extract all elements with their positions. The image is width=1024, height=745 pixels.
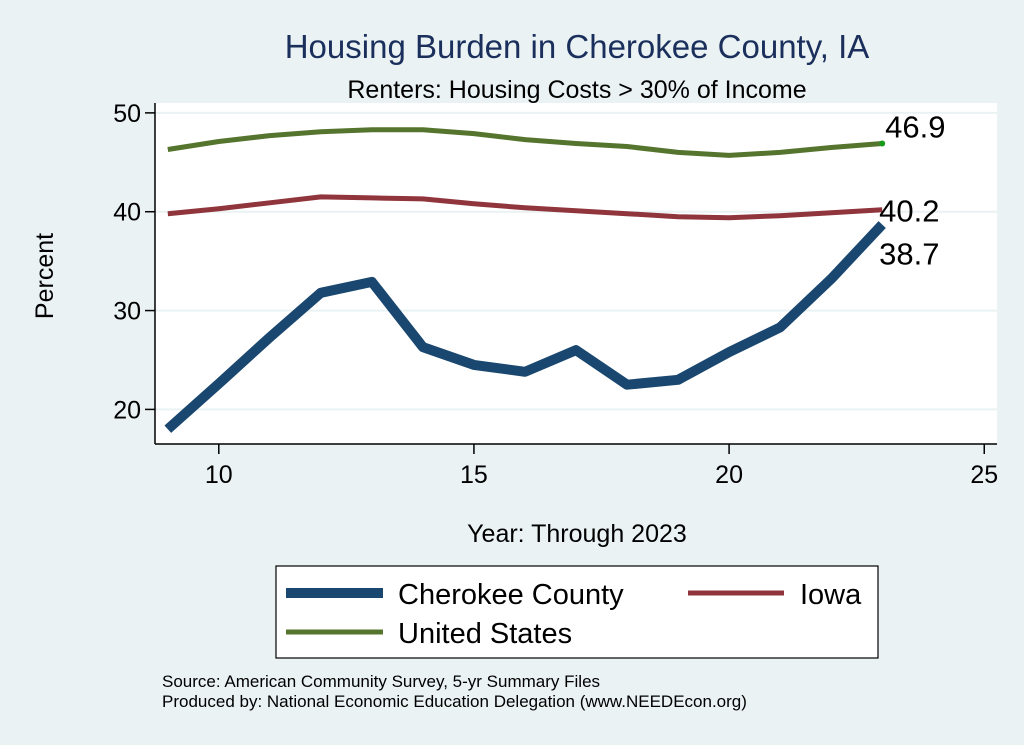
end-label-iowa: 40.2 (879, 194, 939, 229)
y-tick-label-40: 40 (113, 199, 141, 227)
chart-subtitle: Renters: Housing Costs > 30% of Income (347, 76, 806, 104)
end-label-united-states: 46.9 (885, 110, 945, 145)
y-axis-title: Percent (31, 233, 59, 319)
y-tick-label-30: 30 (113, 298, 141, 326)
legend-label-iowa: Iowa (800, 579, 862, 611)
x-tick-label-25: 25 (970, 461, 998, 489)
y-tick-label-20: 20 (113, 396, 141, 424)
series-line-cherokee-county (164, 221, 886, 433)
y-tick-label-50: 50 (113, 100, 141, 128)
series-line-united-states (167, 127, 883, 158)
plot-area (155, 103, 997, 444)
legend: Cherokee County Iowa United States (275, 565, 879, 659)
producer-line: Produced by: National Economic Education… (162, 692, 747, 711)
source-line: Source: American Community Survey, 5-yr … (162, 672, 600, 691)
x-tick-label-20: 20 (715, 461, 743, 489)
x-tick-label-15: 15 (460, 461, 488, 489)
legend-box (275, 565, 879, 659)
x-tick-label-10: 10 (205, 461, 233, 489)
end-label-cherokee-county: 38.7 (879, 237, 939, 272)
chart-title: Housing Burden in Cherokee County, IA (285, 28, 870, 65)
end-labels: 38.7 40.2 46.9 (879, 110, 945, 272)
axes: 20 30 40 50 10 15 20 25 (113, 100, 998, 489)
legend-label-cherokee-county: Cherokee County (398, 579, 624, 611)
series-line-iowa (167, 194, 883, 221)
series-lines (164, 127, 886, 433)
legend-label-united-states: United States (398, 618, 572, 650)
x-axis-title: Year: Through 2023 (467, 520, 687, 548)
end-marker-united-states (879, 140, 886, 147)
